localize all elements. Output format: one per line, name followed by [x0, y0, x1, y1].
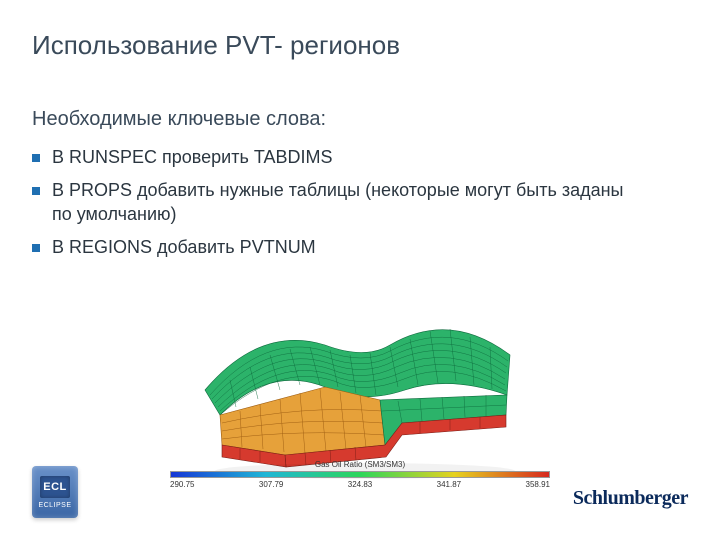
- colorbar-ticks: 290.75 307.79 324.83 341.87 358.91: [170, 480, 550, 489]
- slide-title: Использование PVT- регионов: [32, 30, 400, 61]
- bullet-item: В REGIONS добавить PVTNUM: [32, 236, 642, 259]
- colorbar: Gas Oil Ratio (SM3/SM3) 290.75 307.79 32…: [170, 460, 550, 489]
- ecl-badge-sub: ECLIPSE: [38, 502, 71, 509]
- front-face: [220, 387, 385, 455]
- colorbar-title: Gas Oil Ratio (SM3/SM3): [170, 460, 550, 469]
- colorbar-tick: 341.87: [437, 480, 461, 489]
- schlumberger-logo: Schlumberger: [573, 487, 688, 510]
- colorbar-tick: 358.91: [526, 480, 550, 489]
- colorbar-gradient: [170, 471, 550, 478]
- bullet-item: В PROPS добавить нужные таблицы (некотор…: [32, 179, 642, 226]
- ecl-badge-main: ECL: [40, 476, 70, 498]
- slide-subtitle: Необходимые ключевые слова:: [32, 108, 326, 131]
- colorbar-tick: 324.83: [348, 480, 372, 489]
- bullet-list: В RUNSPEC проверить TABDIMS В PROPS доба…: [32, 136, 642, 260]
- colorbar-tick: 290.75: [170, 480, 194, 489]
- slide: Использование PVT- регионов Необходимые …: [0, 0, 720, 540]
- bullet-item: В RUNSPEC проверить TABDIMS: [32, 146, 642, 169]
- ecl-badge: ECL ECLIPSE: [32, 466, 78, 518]
- colorbar-tick: 307.79: [259, 480, 283, 489]
